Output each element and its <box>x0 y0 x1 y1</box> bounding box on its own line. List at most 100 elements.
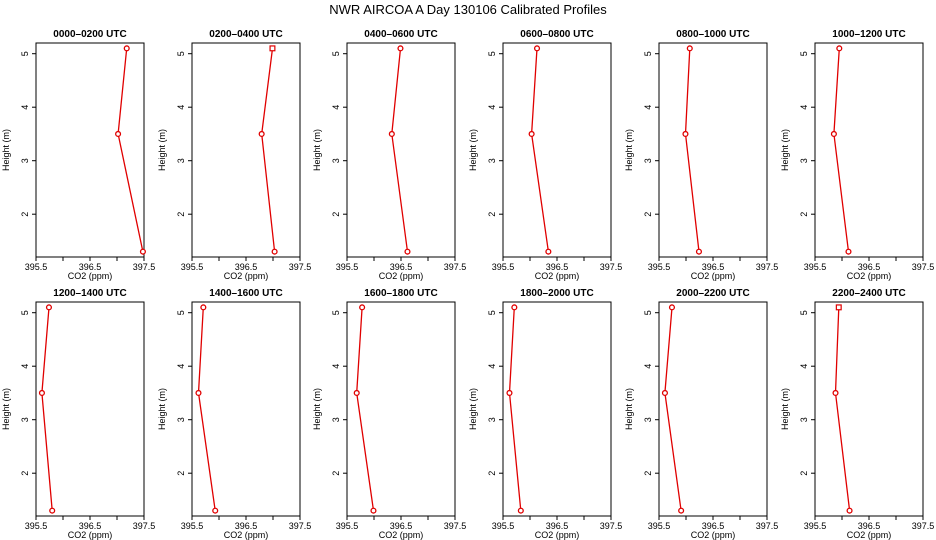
y-axis-label: Height (m) <box>312 388 322 430</box>
data-point <box>682 130 689 138</box>
y-tick-label: 5 <box>799 51 809 56</box>
x-tick-label: 396.5 <box>546 262 569 272</box>
data-point <box>139 248 146 255</box>
y-tick-label: 3 <box>331 158 341 163</box>
y-tick-label: 5 <box>331 310 341 315</box>
y-tick-label: 4 <box>20 364 30 369</box>
y-tick-label: 2 <box>643 471 653 476</box>
x-tick-label: 397.5 <box>289 262 312 272</box>
x-axis-label: CO2 (ppm) <box>379 271 424 281</box>
profile-line <box>117 48 144 252</box>
data-point <box>115 130 122 138</box>
data-point <box>668 304 676 311</box>
y-tick-label: 2 <box>20 212 30 217</box>
x-axis-label: CO2 (ppm) <box>379 530 424 540</box>
y-tick-label: 5 <box>643 51 653 56</box>
y-tick-label: 5 <box>487 51 497 56</box>
panel-title: 0000–0200 UTC <box>53 29 126 40</box>
data-point <box>517 507 524 514</box>
data-point <box>533 45 541 52</box>
y-tick-label: 3 <box>643 158 653 163</box>
panel-title: 0400–0600 UTC <box>364 29 437 40</box>
x-tick-label: 396.5 <box>235 262 258 272</box>
x-tick-label: 397.5 <box>756 262 779 272</box>
y-tick-label: 3 <box>20 158 30 163</box>
x-tick-label: 397.5 <box>289 521 312 531</box>
y-tick-label: 2 <box>487 212 497 217</box>
y-tick-label: 4 <box>487 364 497 369</box>
x-tick-label: 396.5 <box>79 262 102 272</box>
data-point <box>830 130 837 138</box>
y-tick-label: 5 <box>20 310 30 315</box>
profile-line <box>391 48 409 252</box>
y-tick-label: 3 <box>487 417 497 422</box>
plot-frame <box>35 301 145 517</box>
x-tick-label: 395.5 <box>181 262 204 272</box>
panel-6: 1200–1400 UTC 395.5 396.5 397.5 2 3 4 5 CO2 (ppm… <box>1 288 155 540</box>
data-point <box>269 45 276 52</box>
y-tick-label: 3 <box>799 417 809 422</box>
data-point <box>835 304 842 311</box>
x-tick-label: 395.5 <box>336 262 359 272</box>
x-tick-label: 397.5 <box>912 262 935 272</box>
y-tick-label: 4 <box>799 364 809 369</box>
panel-7: 1400–1600 UTC 395.5 396.5 397.5 2 3 4 5 CO2 (ppm… <box>157 288 311 540</box>
plot-frame <box>346 42 456 258</box>
profile-line <box>684 48 700 252</box>
y-axis-label: Height (m) <box>1 129 11 171</box>
x-tick-label: 395.5 <box>25 262 48 272</box>
x-tick-label: 397.5 <box>912 521 935 531</box>
panel-title: 1400–1600 UTC <box>209 288 282 299</box>
y-tick-label: 3 <box>331 417 341 422</box>
data-point <box>695 248 703 255</box>
panel-1: 0200–0400 UTC 395.5 396.5 397.5 2 3 4 5 CO2 (ppm… <box>157 29 311 281</box>
data-point <box>212 507 219 514</box>
y-tick-label: 4 <box>20 105 30 110</box>
data-point <box>258 130 265 138</box>
x-axis-label: CO2 (ppm) <box>847 530 892 540</box>
panel-title: 1600–1800 UTC <box>364 288 437 299</box>
x-tick-label: 396.5 <box>390 521 413 531</box>
y-tick-label: 2 <box>176 212 186 217</box>
y-tick-label: 2 <box>331 471 341 476</box>
panel-2: 0400–0600 UTC 395.5 396.5 397.5 2 3 4 5 CO2 (ppm… <box>312 29 466 281</box>
y-tick-label: 5 <box>176 310 186 315</box>
data-point <box>545 248 552 255</box>
x-tick-label: 397.5 <box>444 262 467 272</box>
profile-line <box>833 48 850 252</box>
y-axis-label: Height (m) <box>780 388 790 430</box>
data-point <box>388 130 395 138</box>
y-axis-label: Height (m) <box>780 129 790 171</box>
y-tick-label: 4 <box>643 364 653 369</box>
x-tick-label: 395.5 <box>492 262 515 272</box>
y-tick-label: 4 <box>331 364 341 369</box>
data-point <box>397 45 404 52</box>
data-point <box>38 389 45 397</box>
data-point <box>195 389 202 397</box>
data-point <box>45 304 53 311</box>
panel-9: 1800–2000 UTC 395.5 396.5 397.5 2 3 4 5 CO2 (ppm… <box>468 288 622 540</box>
y-tick-label: 3 <box>20 417 30 422</box>
y-axis-label: Height (m) <box>624 129 634 171</box>
data-point <box>359 304 366 311</box>
x-tick-label: 396.5 <box>858 521 881 531</box>
y-tick-label: 3 <box>643 417 653 422</box>
y-tick-label: 4 <box>487 105 497 110</box>
y-tick-label: 2 <box>331 212 341 217</box>
panel-8: 1600–1800 UTC 395.5 396.5 397.5 2 3 4 5 CO2 (ppm… <box>312 288 466 540</box>
x-axis-label: CO2 (ppm) <box>224 530 269 540</box>
figure-title: NWR AIRCOA A Day 130106 Calibrated Profi… <box>329 2 607 17</box>
profile-line <box>530 48 550 252</box>
y-tick-label: 2 <box>799 471 809 476</box>
data-point <box>511 304 518 311</box>
plot-frame <box>814 301 924 517</box>
panel-11: 2200–2400 UTC 395.5 396.5 397.5 2 3 4 5 CO2 (ppm… <box>780 288 934 540</box>
y-tick-label: 4 <box>643 105 653 110</box>
panel-0: 0000–0200 UTC 395.5 396.5 397.5 2 3 4 5 CO2 (ppm… <box>1 29 155 281</box>
y-tick-label: 4 <box>331 105 341 110</box>
y-tick-label: 3 <box>487 158 497 163</box>
plot-frame <box>658 301 768 517</box>
data-point <box>678 507 685 514</box>
x-axis-label: CO2 (ppm) <box>68 271 113 281</box>
